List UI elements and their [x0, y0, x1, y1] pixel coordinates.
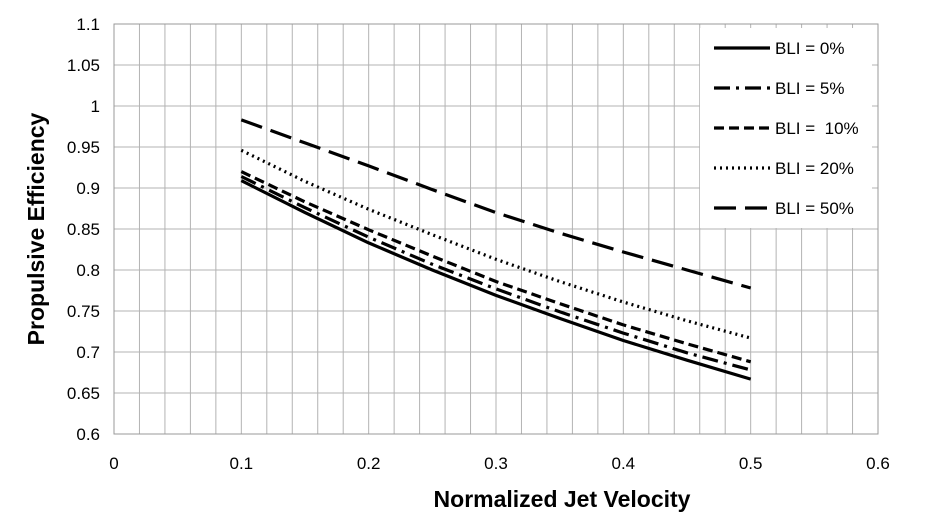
series-line-0	[240, 179, 752, 381]
y-tick-label: 0.7	[76, 343, 100, 362]
legend-label: BLI = 0%	[775, 39, 844, 58]
plot-frame	[113, 23, 879, 435]
legend-label: BLI = 20%	[775, 159, 854, 178]
series-lines	[240, 118, 752, 381]
legend-label: BLI = 50%	[775, 199, 854, 218]
y-tick-label: 0.95	[67, 138, 100, 157]
x-tick-label: 0.6	[866, 454, 890, 473]
y-axis-title: Propulsive Efficiency	[23, 112, 49, 345]
x-tick-label: 0.1	[230, 454, 254, 473]
x-tick-label: 0.5	[739, 454, 763, 473]
y-tick-label: 0.65	[67, 384, 100, 403]
x-axis-ticks: 0 0.1 0.2 0.3 0.4 0.5 0.6	[109, 454, 890, 473]
x-tick-label: 0.2	[357, 454, 381, 473]
y-axis-ticks: 0.6 0.65 0.7 0.75 0.8 0.85 0.9 0.95 1 1.05 1.1	[67, 15, 100, 444]
y-tick-label: 0.6	[76, 425, 100, 444]
x-tick-label: 0	[109, 454, 118, 473]
x-axis-title: Normalized Jet Velocity	[434, 486, 691, 512]
legend-box	[700, 28, 872, 228]
series-line-1	[240, 175, 752, 372]
y-tick-label: 0.75	[67, 302, 100, 321]
legend-label: BLI = 5%	[775, 79, 844, 98]
series-line-2	[240, 170, 752, 364]
x-tick-label: 0.3	[484, 454, 508, 473]
y-tick-label: 1.05	[67, 56, 100, 75]
y-tick-label: 0.85	[67, 220, 100, 239]
y-tick-label: 1.1	[76, 15, 100, 34]
series-line-4	[240, 118, 752, 290]
legend-label: BLI = 10%	[775, 119, 859, 138]
series-line-3	[240, 148, 752, 340]
y-tick-label: 1	[91, 97, 100, 116]
y-tick-label: 0.9	[76, 179, 100, 198]
legend: BLI = 0% BLI = 5% BLI = 10% BLI = 20% BLI = …	[700, 28, 872, 228]
x-tick-label: 0.4	[612, 454, 636, 473]
y-tick-label: 0.8	[76, 261, 100, 280]
